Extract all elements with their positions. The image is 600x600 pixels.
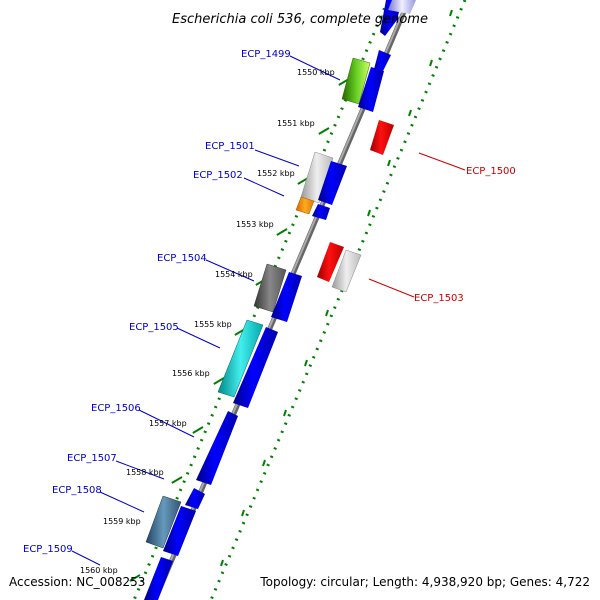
kbp-label: 1550 kbp <box>297 68 335 77</box>
kbp-tick <box>429 59 433 67</box>
kbp-label: 1554 kbp <box>215 270 253 279</box>
kbp-tick <box>318 127 330 135</box>
kbp-tick <box>283 409 287 417</box>
kbp-tick <box>241 509 245 517</box>
kbp-tick <box>171 476 183 484</box>
gene-label-ecp-1499[interactable]: ECP_1499 <box>241 49 291 60</box>
gene-ecp-1501-category[interactable] <box>300 151 334 204</box>
leader-lines <box>71 55 466 566</box>
kbp-label: 1560 kbp <box>80 566 118 575</box>
kbp-tick <box>408 109 412 117</box>
kbp-label: 1553 kbp <box>236 220 274 229</box>
cds-forward[interactable] <box>144 0 402 600</box>
gc-track-right <box>209 0 467 600</box>
kbp-label: 1556 kbp <box>172 369 210 378</box>
kbp-label: 1558 kbp <box>126 468 164 477</box>
gene-label-ecp-1501[interactable]: ECP_1501 <box>205 141 255 152</box>
gene-label-ecp-1500[interactable]: ECP_1500 <box>466 166 516 177</box>
gene-labels: ECP_1499 ECP_1500 ECP_1501 ECP_1502 ECP_… <box>23 49 516 555</box>
gene-label-ecp-1502[interactable]: ECP_1502 <box>193 170 243 181</box>
kbp-tick <box>213 377 225 385</box>
kbp-tick <box>262 459 266 467</box>
gene-label-ecp-1503[interactable]: ECP_1503 <box>414 293 464 304</box>
gene-label-ecp-1505[interactable]: ECP_1505 <box>129 322 179 333</box>
kbp-tick <box>220 559 224 567</box>
kbp-tick <box>449 9 453 17</box>
kbp-label: 1552 kbp <box>257 169 295 178</box>
cds-reverse[interactable] <box>317 0 416 293</box>
kbp-tick <box>192 426 204 434</box>
gene-label-ecp-1509[interactable]: ECP_1509 <box>23 544 73 555</box>
kbp-tick <box>129 574 141 582</box>
kbp-label: 1551 kbp <box>277 119 315 128</box>
kbp-tick <box>367 209 371 217</box>
kbp-tick <box>297 177 309 185</box>
map-title: Escherichia coli 536, complete genome <box>172 12 428 27</box>
gene-label-ecp-1507[interactable]: ECP_1507 <box>67 453 117 464</box>
kbp-tick <box>387 159 391 167</box>
kbp-tick <box>325 309 329 317</box>
accession-text: Accession: NC_008253 <box>9 575 145 589</box>
kbp-label: 1559 kbp <box>103 517 141 526</box>
gene-ecp-1505-category[interactable] <box>217 319 264 398</box>
gene-ecp-1502-category[interactable] <box>295 196 315 215</box>
gene-label-ecp-1506[interactable]: ECP_1506 <box>91 403 141 414</box>
gene-label-ecp-1504[interactable]: ECP_1504 <box>157 253 207 264</box>
kbp-label: 1557 kbp <box>149 419 187 428</box>
kbp-label: 1555 kbp <box>194 320 232 329</box>
gene-ecp-1508-category[interactable] <box>145 495 182 549</box>
kbp-labels: 1550 kbp 1551 kbp 1552 kbp 1553 kbp 1554… <box>80 68 335 575</box>
topology-text: Topology: circular; Length: 4,938,920 bp… <box>259 575 590 589</box>
gene-label-ecp-1508[interactable]: ECP_1508 <box>52 485 102 496</box>
kbp-tick <box>276 228 288 236</box>
kbp-tick <box>304 359 308 367</box>
